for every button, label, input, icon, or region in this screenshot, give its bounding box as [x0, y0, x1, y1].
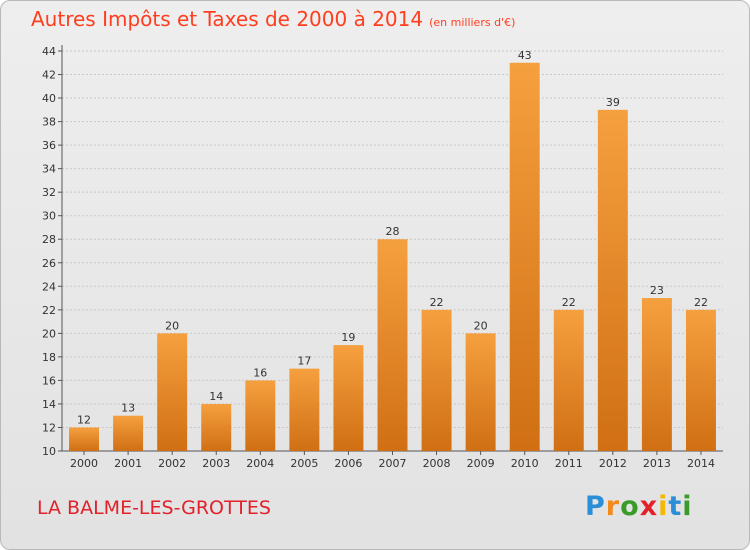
proxiti-logo[interactable]: Proxiti [585, 491, 693, 522]
data-label-2006: 19 [341, 331, 355, 344]
logo-letter: i [682, 491, 693, 522]
y-tick-label: 10 [42, 445, 56, 458]
bar-2004 [245, 380, 276, 451]
y-tick-label: 14 [42, 398, 56, 411]
y-tick-label: 44 [42, 45, 56, 58]
chart-title-unit: (en milliers d'€) [429, 16, 516, 29]
bar-2003 [201, 403, 232, 451]
y-tick-label: 24 [42, 280, 56, 293]
data-label-2012: 39 [606, 96, 620, 109]
logo-letter: t [668, 491, 683, 522]
bar-2012 [597, 109, 628, 451]
y-tick-label: 16 [42, 374, 56, 387]
x-tick-label-2003: 2003 [202, 457, 230, 470]
x-tick-label-2006: 2006 [334, 457, 362, 470]
bar-2001 [113, 415, 144, 451]
y-tick-label: 26 [42, 257, 56, 270]
bar-2014 [685, 309, 716, 451]
data-label-2013: 23 [650, 284, 664, 297]
x-tick-label-2008: 2008 [423, 457, 451, 470]
data-label-2002: 20 [165, 319, 179, 332]
x-tick-label-2000: 2000 [70, 457, 98, 470]
y-axis-ticks: 10 12 14 16 18 20 22 24 26 28 30 32 34 36 38 40 42 44 [42, 45, 62, 458]
commune-name: LA BALME-LES-GROTTES [37, 497, 271, 519]
x-tick-label-2004: 2004 [246, 457, 274, 470]
y-tick-label: 28 [42, 233, 56, 246]
data-label-2008: 22 [430, 296, 444, 309]
x-tick-label-2001: 2001 [114, 457, 142, 470]
x-tick-label-2011: 2011 [555, 457, 583, 470]
logo-letter: x [639, 491, 659, 522]
data-label-2009: 20 [474, 319, 488, 332]
x-tick-label-2013: 2013 [643, 457, 671, 470]
bar-2010 [509, 62, 540, 451]
y-tick-label: 30 [42, 210, 56, 223]
data-label-2000: 12 [77, 413, 91, 426]
logo-letter: P [585, 491, 606, 522]
data-label-2004: 16 [253, 366, 267, 379]
y-tick-label: 12 [42, 421, 56, 434]
y-tick-label: 32 [42, 186, 56, 199]
logo-letter: r [605, 491, 621, 522]
x-axis-ticks: 2000 2001 2002 2003 2004 2005 2006 2007 2008 2009… [70, 451, 715, 470]
x-tick-label-2012: 2012 [599, 457, 627, 470]
y-tick-label: 42 [42, 69, 56, 82]
bar-2007 [377, 239, 408, 451]
data-label-2007: 28 [386, 225, 400, 238]
chart-title-main: Autres Impôts et Taxes de 2000 à 2014 [31, 7, 424, 31]
bar-2013 [641, 298, 672, 451]
x-tick-label-2007: 2007 [379, 457, 407, 470]
x-tick-label-2005: 2005 [290, 457, 318, 470]
bar-2011 [553, 309, 584, 451]
bars [69, 62, 716, 451]
bar-2000 [69, 427, 100, 451]
data-label-2010: 43 [518, 49, 532, 62]
x-tick-label-2009: 2009 [467, 457, 495, 470]
chart-title: Autres Impôts et Taxes de 2000 à 2014 (en… [31, 7, 515, 31]
y-tick-label: 38 [42, 116, 56, 129]
y-tick-label: 34 [42, 163, 56, 176]
data-label-2005: 17 [297, 355, 311, 368]
logo-letter: o [620, 491, 640, 522]
data-label-2003: 14 [209, 390, 223, 403]
bar-2008 [421, 309, 452, 451]
x-tick-label-2010: 2010 [511, 457, 539, 470]
bar-2009 [465, 333, 496, 451]
data-label-2011: 22 [562, 296, 576, 309]
y-tick-label: 36 [42, 139, 56, 152]
data-label-2014: 22 [694, 296, 708, 309]
y-tick-label: 20 [42, 327, 56, 340]
logo-letter: i [658, 491, 669, 522]
bar-2006 [333, 345, 364, 451]
bar-2005 [289, 368, 320, 451]
data-labels: 12 13 20 14 16 17 19 28 22 20 43 22 39 23 22 [77, 49, 708, 427]
x-tick-label-2002: 2002 [158, 457, 186, 470]
data-label-2001: 13 [121, 402, 135, 415]
x-tick-label-2014: 2014 [687, 457, 715, 470]
bar-2002 [157, 333, 188, 451]
y-tick-label: 40 [42, 92, 56, 105]
y-tick-label: 18 [42, 351, 56, 364]
y-tick-label: 22 [42, 304, 56, 317]
